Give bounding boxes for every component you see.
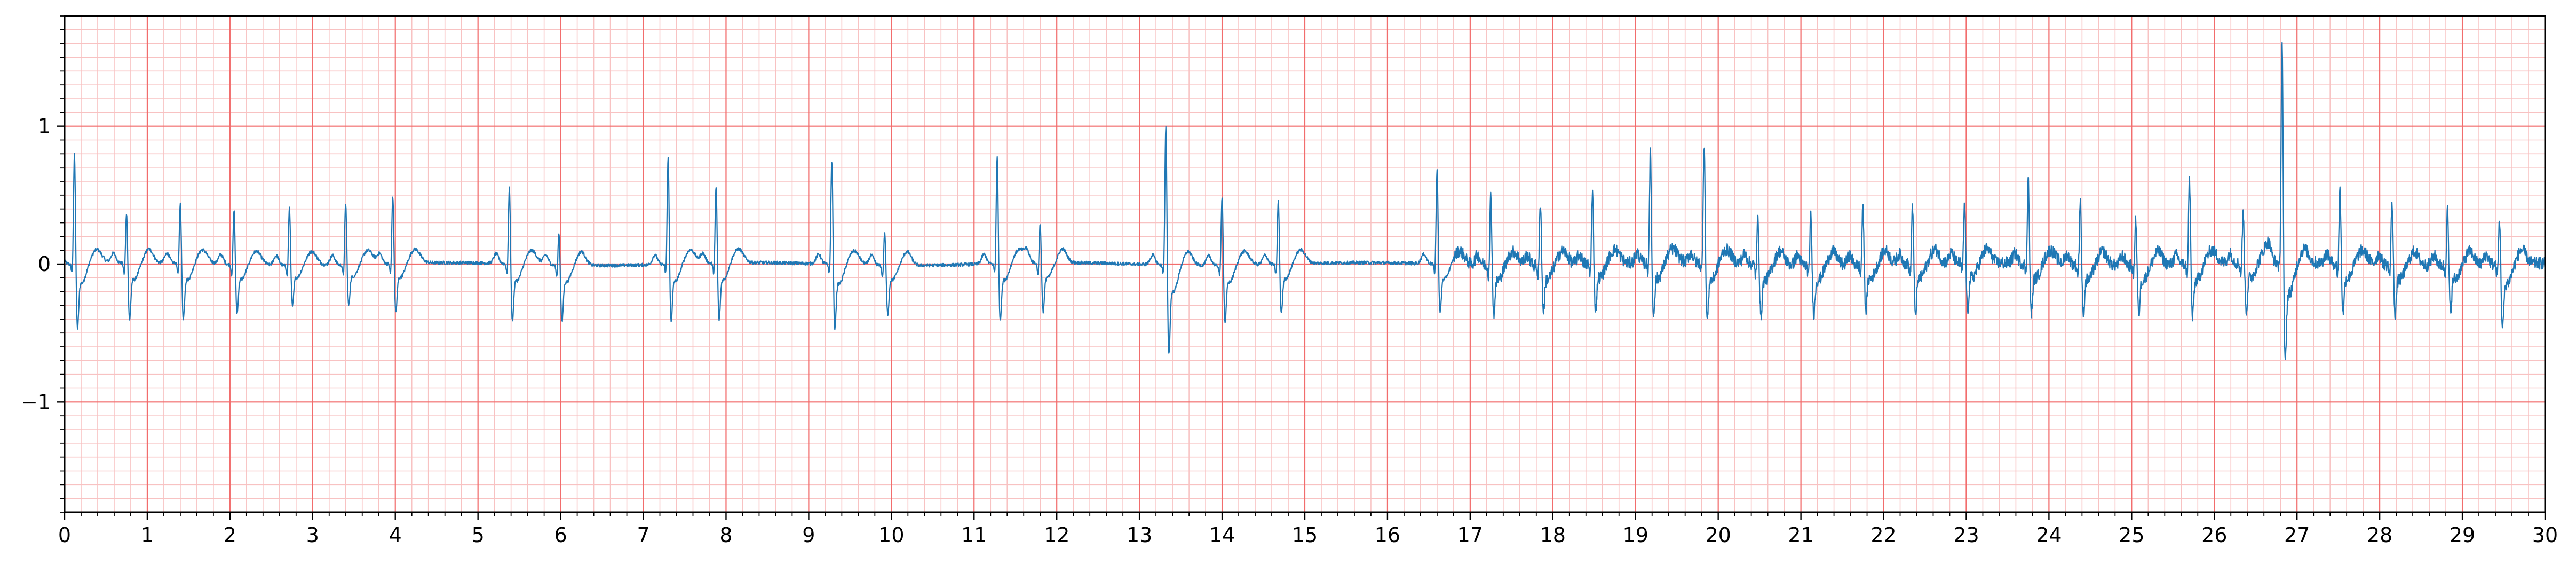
x-tick-label: 13	[1127, 523, 1152, 547]
y-axis: 1 0 −1	[21, 15, 65, 513]
x-tick-label: 26	[2201, 523, 2227, 547]
x-tick-label: 28	[2367, 523, 2392, 547]
y-tick-label: 0	[38, 252, 51, 276]
x-tick-label: 8	[719, 523, 732, 547]
x-tick-label: 21	[1788, 523, 1813, 547]
x-tick-label: 23	[1953, 523, 1979, 547]
x-tick-label: 5	[472, 523, 485, 547]
x-tick-label: 25	[2119, 523, 2144, 547]
ecg-trace-line	[64, 42, 2546, 360]
x-tick-label: 15	[1292, 523, 1318, 547]
y-tick-label: −1	[21, 390, 51, 413]
x-tick-label: 1	[141, 523, 154, 547]
x-tick-label: 24	[2036, 523, 2062, 547]
x-tick-label: 3	[306, 523, 319, 547]
x-tick-label: 29	[2450, 523, 2475, 547]
x-tick-label: 9	[802, 523, 815, 547]
x-tick-label: 11	[961, 523, 987, 547]
x-tick-label: 0	[58, 523, 71, 547]
trace-layer	[64, 42, 2546, 360]
x-tick-label: 22	[1870, 523, 1896, 547]
y-tick-label: 1	[38, 115, 51, 138]
x-tick-label: 17	[1457, 523, 1483, 547]
x-tick-label: 18	[1540, 523, 1566, 547]
x-axis: 0 1 2 3 4 5 6 7 8 9 10 11 12 13 14 15 16 17 18 19 20 21 22 23 24…	[58, 512, 2558, 547]
x-tick-label: 10	[878, 523, 904, 547]
x-tick-label: 14	[1209, 523, 1235, 547]
x-tick-label: 30	[2532, 523, 2558, 547]
x-tick-label: 19	[1623, 523, 1648, 547]
x-tick-label: 7	[637, 523, 649, 547]
x-tick-label: 27	[2284, 523, 2310, 547]
x-tick-label: 4	[389, 523, 402, 547]
x-tick-label: 2	[224, 523, 236, 547]
x-tick-label: 12	[1044, 523, 1069, 547]
x-tick-label: 20	[1705, 523, 1731, 547]
x-tick-label: 6	[554, 523, 567, 547]
x-tick-label: 16	[1375, 523, 1400, 547]
